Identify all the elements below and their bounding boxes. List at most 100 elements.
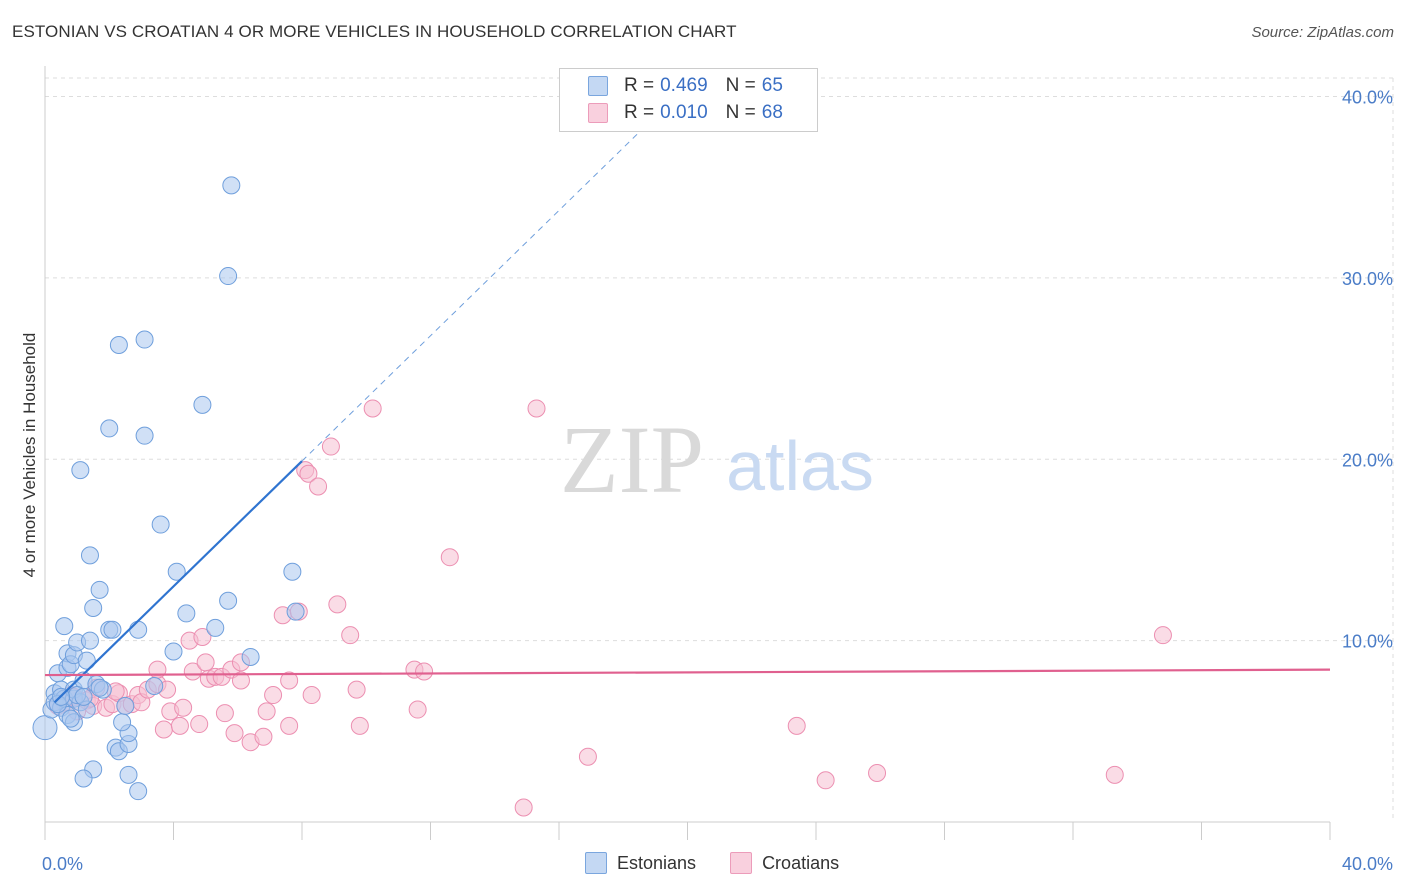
croatian-point-23 [183, 662, 202, 681]
croatian-point-38 [264, 686, 283, 705]
croatian-point-62 [868, 764, 887, 783]
estonian-point-52 [119, 765, 138, 784]
trend-lines [44, 109, 1331, 704]
estonian-point-23 [84, 598, 103, 617]
r-label: R = [624, 102, 655, 123]
croatian-point-36 [254, 727, 273, 746]
y-tick-label-3: 40.0% [1342, 88, 1393, 108]
croatian-point-41 [280, 671, 299, 690]
estonian-point-33 [135, 426, 154, 445]
croatian-trend-line [44, 668, 1331, 677]
r-label: R = [624, 75, 655, 96]
estonian-point-43 [283, 562, 302, 581]
estonian-point-44 [286, 602, 305, 621]
x-tick-label-0: 0.0% [42, 854, 83, 874]
croatian-point-60 [787, 716, 806, 735]
n-label: N = [725, 102, 756, 123]
estonians-r-value: 0.469 [660, 75, 708, 96]
estonian-point-54 [164, 642, 183, 661]
estonian-point-63 [145, 676, 164, 695]
croatian-point-54 [408, 700, 427, 719]
estonian-point-60 [90, 678, 109, 697]
estonian-point-31 [109, 335, 128, 354]
croatian-point-37 [257, 702, 276, 721]
tick-labels: 10.0% 20.0% 30.0% 40.0% 0.0% 40.0% [42, 88, 1393, 875]
estonian-point-28 [71, 461, 90, 480]
estonian-point-47 [103, 620, 122, 639]
estonian-point-62 [116, 696, 135, 715]
estonian-point-0 [32, 715, 58, 741]
croatian-point-24 [190, 715, 209, 734]
croatian-point-30 [215, 704, 234, 723]
croatian-point-45 [302, 686, 321, 705]
croatian-point-49 [341, 626, 360, 645]
croatian-point-63 [1105, 765, 1124, 784]
x-tick-label-1: 40.0% [1342, 854, 1393, 874]
series-legend: Estonians Croatians [585, 852, 873, 874]
croatian-point-64 [1153, 626, 1172, 645]
croatian-point-44 [299, 464, 318, 483]
gridlines [45, 77, 1395, 822]
estonian-point-34 [151, 515, 170, 534]
watermark-atlas: atlas [726, 427, 874, 505]
y-tick-label-2: 30.0% [1342, 269, 1393, 289]
croatians-legend-label: Croatians [762, 852, 840, 873]
estonian-trend-extension [301, 109, 663, 462]
legend-row-croatians: R = 0.010 N = 68 [588, 101, 783, 125]
estonian-point-46 [129, 620, 148, 639]
estonians-legend-swatch [585, 852, 607, 874]
estonian-trend-line [53, 460, 303, 704]
estonians-n-value: 65 [761, 75, 783, 96]
y-tick-label-0: 10.0% [1342, 632, 1393, 652]
croatian-point-48 [328, 595, 347, 614]
source-credit: Source: ZipAtlas.com [1251, 24, 1394, 41]
croatians-r-value: 0.010 [660, 102, 708, 123]
legend-row-estonians: R = 0.469 N = 65 [588, 74, 783, 98]
croatians-legend-swatch [730, 852, 753, 874]
estonian-point-9 [55, 617, 74, 636]
croatian-point-21 [174, 698, 193, 717]
croatian-point-59 [578, 747, 597, 766]
watermark-zip: ZIP [560, 406, 704, 513]
y-axis-label: 4 or more Vehicles in Household [20, 332, 39, 578]
estonian-point-30 [100, 419, 119, 438]
legend-item-croatians[interactable]: Croatians [730, 852, 839, 874]
axes [44, 66, 1331, 840]
estonian-point-35 [167, 562, 186, 581]
estonian-point-27 [74, 769, 93, 788]
estonians-legend-label: Estonians [617, 852, 697, 873]
estonian-point-32 [135, 330, 154, 349]
watermark: ZIP atlas [560, 406, 874, 513]
croatian-point-56 [440, 548, 459, 567]
estonian-point-64 [61, 709, 80, 728]
estonian-point-22 [80, 631, 99, 650]
legend-item-estonians[interactable]: Estonians [585, 852, 696, 874]
estonian-point-40 [219, 267, 238, 286]
croatian-point-57 [514, 798, 533, 817]
croatian-point-47 [321, 437, 340, 456]
croatian-point-55 [415, 662, 434, 681]
estonians-points [32, 176, 305, 801]
croatian-point-40 [280, 716, 299, 735]
croatian-point-17 [154, 720, 173, 739]
croatian-point-52 [363, 399, 382, 418]
croatian-point-33 [231, 671, 250, 690]
estonians-swatch [588, 76, 608, 96]
estonian-point-38 [206, 618, 225, 637]
estonian-point-53 [129, 782, 148, 801]
croatians-n-value: 68 [761, 102, 783, 123]
estonian-point-61 [113, 713, 132, 732]
estonian-point-42 [241, 647, 260, 666]
croatians-swatch [588, 103, 608, 123]
estonian-point-37 [193, 395, 212, 414]
estonian-point-39 [219, 591, 238, 610]
estonian-point-57 [74, 687, 93, 706]
estonian-point-21 [77, 651, 96, 670]
n-label: N = [725, 75, 756, 96]
croatian-point-20 [170, 716, 189, 735]
y-tick-label-1: 20.0% [1342, 450, 1393, 470]
croatian-point-25 [193, 627, 212, 646]
estonian-point-29 [80, 546, 99, 565]
croatian-point-46 [309, 477, 328, 496]
